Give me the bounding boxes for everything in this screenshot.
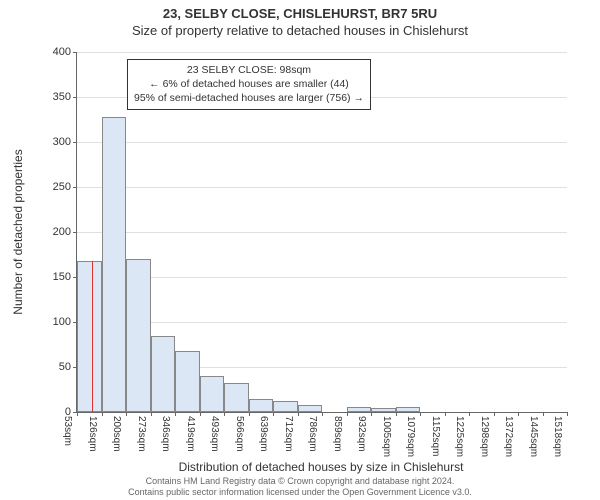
footer-attribution: Contains HM Land Registry data © Crown c… [0,476,600,498]
x-axis-label: Distribution of detached houses by size … [76,460,566,474]
annotation-line: 95% of semi-detached houses are larger (… [134,91,364,105]
x-tick-label: 1445sqm [528,416,539,457]
x-tick-label: 859sqm [332,416,343,452]
grid-line [77,187,567,188]
x-tick-label: 200sqm [111,416,122,452]
y-tick-label: 300 [53,136,77,148]
histogram-bar [102,117,127,412]
y-tick-label: 150 [53,271,77,283]
annotation-line: 23 SELBY CLOSE: 98sqm [134,63,364,77]
y-tick-label: 50 [59,361,77,373]
x-tick-label: 1225sqm [454,416,465,457]
grid-line [77,277,567,278]
annotation-box: 23 SELBY CLOSE: 98sqm← 6% of detached ho… [127,59,371,110]
grid-line [77,232,567,233]
histogram-bar [371,408,396,413]
x-tick-label: 126sqm [87,416,98,452]
x-tick-label: 1152sqm [430,416,441,456]
x-tick-label: 1518sqm [552,416,563,457]
page-subtitle: Size of property relative to detached ho… [0,21,600,38]
x-tick-label: 346sqm [160,416,171,452]
x-tick-label: 639sqm [258,416,269,452]
x-tick-label: 493sqm [209,416,220,452]
x-tick-label: 932sqm [356,416,367,452]
histogram-bar [175,351,200,412]
histogram-bar [347,407,372,412]
y-tick-label: 250 [53,181,77,193]
x-tick-label: 566sqm [234,416,245,452]
histogram-bar [396,407,421,412]
property-marker-line [92,261,93,412]
annotation-line: ← 6% of detached houses are smaller (44) [134,77,364,91]
grid-line [77,142,567,143]
histogram-bar [77,261,102,412]
histogram-bar [224,383,249,412]
grid-line [77,322,567,323]
histogram-bar [249,399,274,413]
y-tick-label: 350 [53,91,77,103]
y-tick-label: 200 [53,226,77,238]
page-title: 23, SELBY CLOSE, CHISLEHURST, BR7 5RU [0,0,600,21]
histogram-bar [151,336,176,413]
x-tick-label: 786sqm [307,416,318,452]
footer-line-1: Contains HM Land Registry data © Crown c… [0,476,600,487]
x-tick-label: 1005sqm [381,416,392,457]
footer-line-2: Contains public sector information licen… [0,487,600,498]
x-tick-label: 1079sqm [405,416,416,457]
histogram-bar [273,401,298,412]
histogram-bar [126,259,151,412]
histogram-bar [298,405,323,412]
x-tick-label: 712sqm [283,416,294,452]
y-tick-label: 400 [53,46,77,58]
x-tick-label: 419sqm [185,416,196,452]
chart-plot-area: 05010015020025030035040053sqm126sqm200sq… [76,52,567,413]
x-tick-label: 53sqm [62,416,73,446]
x-tick-label: 273sqm [136,416,147,452]
y-axis-label: Number of detached properties [11,149,25,314]
grid-line [77,52,567,53]
histogram-bar [200,376,225,412]
y-tick-label: 100 [53,316,77,328]
x-tick-label: 1298sqm [479,416,490,457]
x-tick-label: 1372sqm [503,416,514,457]
